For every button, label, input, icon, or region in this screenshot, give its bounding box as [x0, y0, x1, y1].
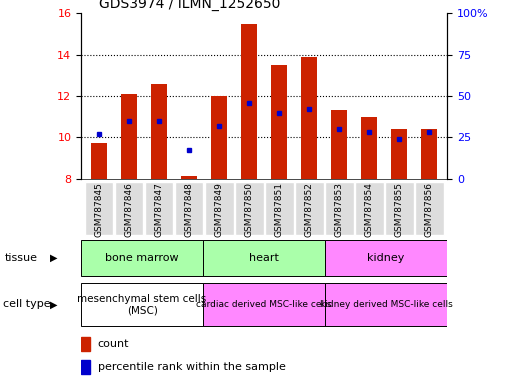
Text: tissue: tissue	[5, 253, 38, 263]
FancyBboxPatch shape	[175, 182, 203, 235]
Text: GSM787856: GSM787856	[425, 182, 434, 237]
Bar	[81, 337, 90, 351]
FancyBboxPatch shape	[204, 182, 233, 235]
Text: heart: heart	[249, 253, 279, 263]
Bar	[301, 57, 317, 179]
Text: GSM787852: GSM787852	[304, 182, 314, 237]
Text: cardiac derived MSC-like cells: cardiac derived MSC-like cells	[197, 300, 332, 309]
Text: GSM787855: GSM787855	[395, 182, 404, 237]
Text: GSM787850: GSM787850	[245, 182, 254, 237]
Bar	[91, 144, 107, 179]
Text: GSM787847: GSM787847	[155, 182, 164, 237]
Text: count: count	[97, 339, 129, 349]
Bar	[271, 65, 287, 179]
Text: GSM787845: GSM787845	[95, 182, 104, 237]
Bar	[241, 24, 257, 179]
FancyBboxPatch shape	[203, 240, 325, 276]
Bar	[331, 111, 347, 179]
Text: mesenchymal stem cells
(MSC): mesenchymal stem cells (MSC)	[77, 293, 207, 315]
FancyBboxPatch shape	[265, 182, 293, 235]
FancyBboxPatch shape	[81, 240, 203, 276]
Text: GSM787849: GSM787849	[214, 182, 224, 237]
FancyBboxPatch shape	[295, 182, 324, 235]
Text: GSM787851: GSM787851	[275, 182, 283, 237]
Text: kidney derived MSC-like cells: kidney derived MSC-like cells	[320, 300, 452, 309]
Text: percentile rank within the sample: percentile rank within the sample	[97, 362, 286, 372]
FancyBboxPatch shape	[355, 182, 383, 235]
Bar	[421, 129, 437, 179]
Bar	[391, 129, 407, 179]
Text: bone marrow: bone marrow	[105, 253, 179, 263]
Bar	[211, 96, 228, 179]
Bar	[181, 177, 197, 179]
Bar	[81, 360, 90, 374]
FancyBboxPatch shape	[325, 240, 447, 276]
FancyBboxPatch shape	[415, 182, 444, 235]
FancyBboxPatch shape	[235, 182, 264, 235]
Text: kidney: kidney	[368, 253, 405, 263]
Text: cell type: cell type	[3, 299, 50, 310]
Text: ▶: ▶	[50, 299, 57, 310]
FancyBboxPatch shape	[115, 182, 143, 235]
FancyBboxPatch shape	[81, 283, 203, 326]
FancyBboxPatch shape	[145, 182, 174, 235]
Bar	[121, 94, 138, 179]
Text: ▶: ▶	[50, 253, 57, 263]
FancyBboxPatch shape	[385, 182, 414, 235]
Text: GDS3974 / ILMN_1252650: GDS3974 / ILMN_1252650	[99, 0, 281, 11]
Text: GSM787853: GSM787853	[335, 182, 344, 237]
FancyBboxPatch shape	[85, 182, 113, 235]
Bar	[361, 117, 378, 179]
Text: GSM787854: GSM787854	[365, 182, 373, 237]
FancyBboxPatch shape	[203, 283, 325, 326]
Text: GSM787848: GSM787848	[185, 182, 194, 237]
Text: GSM787846: GSM787846	[124, 182, 133, 237]
Bar	[151, 84, 167, 179]
FancyBboxPatch shape	[325, 283, 447, 326]
FancyBboxPatch shape	[325, 182, 354, 235]
